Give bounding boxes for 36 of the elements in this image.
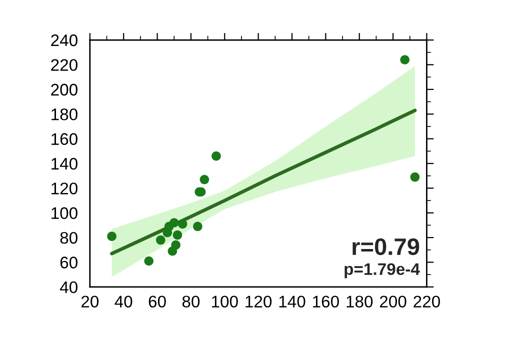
x-tick-label: 20 [81, 296, 99, 308]
y-tick-label: 40 [60, 281, 78, 294]
x-tick-label: 140 [279, 296, 306, 308]
point [400, 55, 410, 64]
annotation: p=1.79e-4 [344, 263, 420, 278]
point [410, 172, 420, 182]
point [193, 222, 202, 232]
y-tick-label: 120 [52, 182, 78, 194]
x-tick-label: 120 [246, 296, 272, 308]
x-tick-label: 60 [148, 296, 166, 308]
point [171, 240, 180, 250]
y-tick-label: 80 [60, 232, 78, 244]
point [156, 235, 166, 245]
y-tick-label: 180 [52, 108, 78, 120]
y-tick-label: 240 [51, 34, 78, 46]
x-tick-label: 200 [380, 296, 406, 308]
y-tick-label: 220 [51, 59, 78, 71]
x-tick-label: 180 [346, 296, 373, 308]
x-tick-label: 100 [212, 296, 238, 308]
y-tick-label: 160 [52, 133, 78, 145]
point [172, 230, 182, 240]
x-tick-label: 80 [182, 296, 200, 308]
point [107, 232, 116, 241]
x-tick-label: 220 [414, 296, 440, 308]
x-tick-label: 40 [114, 296, 132, 308]
annotation: r=0.79 [352, 238, 420, 256]
point [212, 151, 221, 161]
point [200, 174, 210, 184]
y-tick-label: 60 [60, 256, 78, 268]
y-tick-label: 140 [52, 158, 78, 170]
y-tick-label: 200 [51, 84, 78, 96]
point [169, 218, 179, 228]
y-tick-label: 100 [52, 207, 78, 220]
point [144, 256, 154, 266]
x-tick-label: 160 [313, 296, 339, 308]
point [178, 219, 188, 229]
